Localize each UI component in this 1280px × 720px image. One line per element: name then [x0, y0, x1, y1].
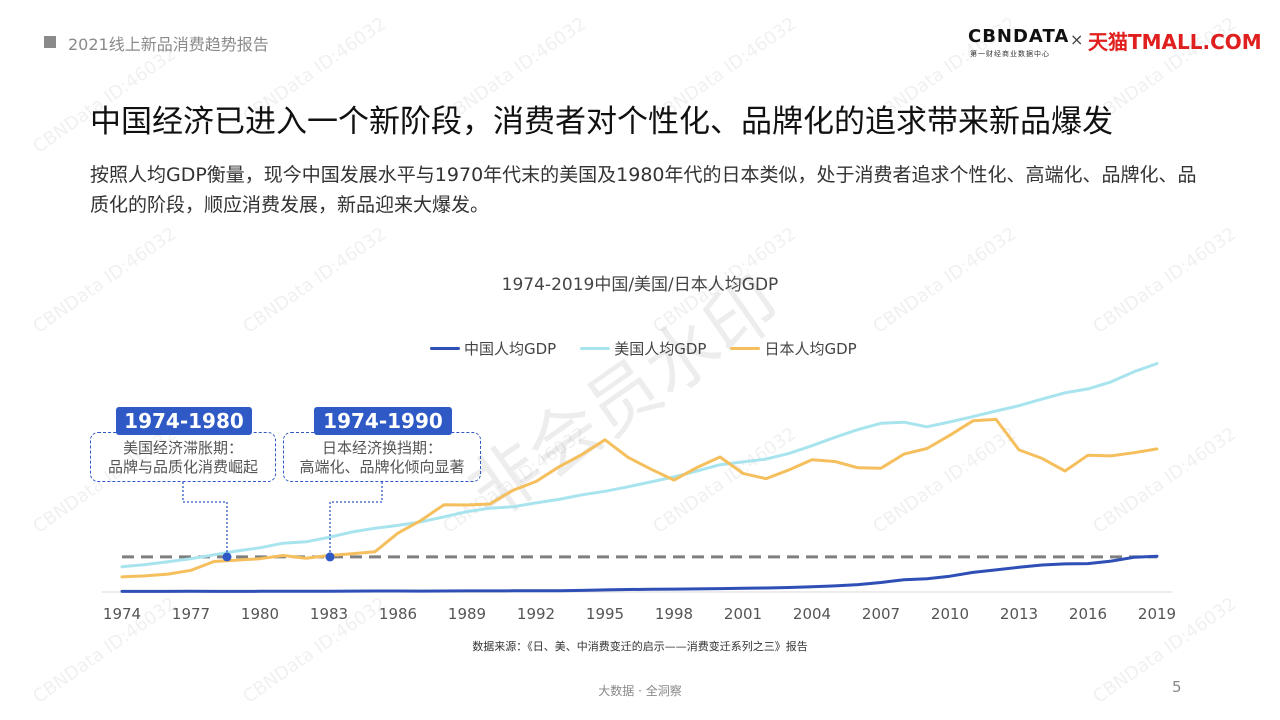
x-tick-label: 1989 [448, 605, 486, 623]
x-tick-label: 1992 [517, 605, 555, 623]
x-tick-label: 1980 [241, 605, 279, 623]
annotation-note-japan: 日本经济换挡期： 高端化、品牌化倾向显著 [283, 432, 481, 482]
annotation-note-usa: 美国经济滞胀期： 品牌与品质化消费崛起 [90, 432, 276, 482]
legend-swatch-usa [580, 347, 611, 350]
annotation-tag-usa: 1974-1980 [116, 407, 252, 435]
chart-legend: 中国人均GDP 美国人均GDP 日本人均GDP [430, 338, 857, 359]
annotation-note-japan-line1: 日本经济换挡期： [321, 439, 442, 457]
data-source: 数据来源：《日、美、中消费变迁的启示——消费变迁系列之三》报告 [472, 640, 808, 653]
annotation-dot-usa [222, 552, 232, 562]
legend-item-usa: 美国人均GDP [580, 338, 706, 359]
x-tick-label: 2010 [931, 605, 969, 623]
cbndata-logo: CBNDATA [968, 26, 1070, 47]
annotation-tag-japan: 1974-1990 [314, 407, 452, 435]
annotation-note-japan-line2: 高端化、品牌化倾向显著 [299, 458, 465, 476]
tmall-logo: 天猫TMALL.COM [1088, 30, 1262, 54]
legend-label-japan: 日本人均GDP [764, 340, 857, 358]
x-tick-label: 2001 [724, 605, 762, 623]
x-tick-label: 1977 [172, 605, 210, 623]
legend-label-china: 中国人均GDP [464, 340, 557, 358]
legend-item-japan: 日本人均GDP [730, 338, 857, 359]
x-tick-label: 2004 [793, 605, 831, 623]
page-number: 5 [1172, 678, 1182, 696]
legend-swatch-china [430, 347, 460, 350]
page-subtitle: 按照人均GDP衡量，现今中国发展水平与1970年代末的美国及1980年代的日本类… [90, 164, 1197, 216]
page-title: 中国经济已进入一个新阶段，消费者对个性化、品牌化的追求带来新品爆发 [90, 104, 1113, 140]
annotation-note-usa-line1: 美国经济滞胀期： [122, 439, 243, 457]
x-tick-label: 1998 [655, 605, 693, 623]
x-tick-label: 1995 [586, 605, 624, 623]
x-tick-label: 2019 [1138, 605, 1176, 623]
annotation-note-usa-line2: 品牌与品质化消费崛起 [107, 458, 258, 476]
legend-label-usa: 美国人均GDP [614, 340, 707, 358]
chart-title: 1974-2019中国/美国/日本人均GDP [501, 275, 779, 295]
cbndata-logo-subtitle: 第一财经商业数据中心 [970, 50, 1050, 58]
x-tick-label: 2007 [862, 605, 900, 623]
x-tick-label: 2013 [1000, 605, 1038, 623]
x-tick-label: 1986 [379, 605, 417, 623]
x-tick-label: 2016 [1069, 605, 1107, 623]
x-tick-label: 1974 [103, 605, 141, 623]
footer-slogan: 大数据 · 全洞察 [598, 684, 682, 698]
series-line-japan [120, 417, 1159, 579]
legend-swatch-japan [730, 347, 761, 350]
report-title: 2021线上新品消费趋势报告 [68, 35, 269, 54]
header-marker [44, 36, 56, 48]
x-tick-label: 1983 [310, 605, 348, 623]
series-line-usa [120, 362, 1159, 569]
annotation-dot-japan [325, 552, 335, 562]
logo-separator: × [1070, 30, 1084, 49]
series-line-china [120, 554, 1159, 593]
legend-item-china: 中国人均GDP [430, 338, 556, 359]
annotation-connector-usa [182, 482, 228, 557]
annotation-connector-japan [329, 482, 383, 557]
